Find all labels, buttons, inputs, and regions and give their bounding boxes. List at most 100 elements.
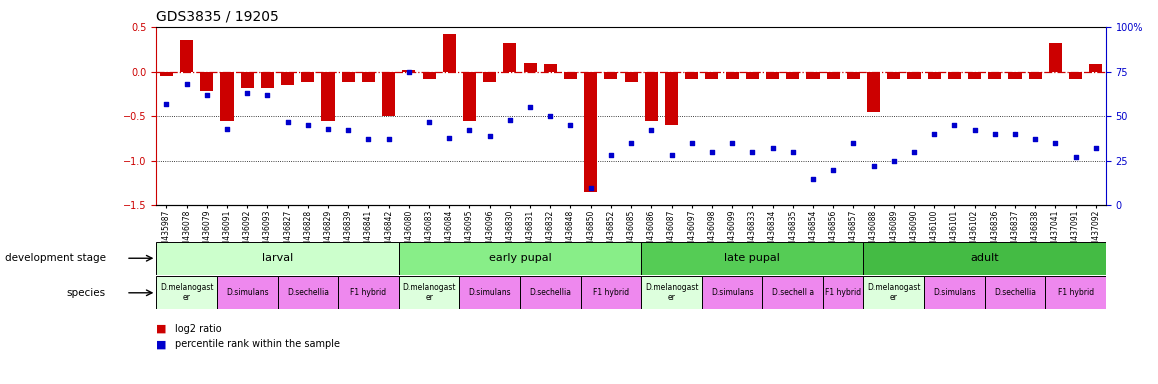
Point <box>481 133 499 139</box>
Bar <box>1090 65 1102 71</box>
Point <box>985 131 1004 137</box>
Point <box>460 127 478 134</box>
Point <box>440 134 459 141</box>
Bar <box>864 242 1106 275</box>
Text: log2 ratio: log2 ratio <box>175 324 221 334</box>
Bar <box>908 71 921 79</box>
Bar <box>200 71 213 91</box>
Point <box>359 136 378 142</box>
Text: F1 hybrid: F1 hybrid <box>351 288 387 297</box>
Bar <box>867 71 880 112</box>
Text: early pupal: early pupal <box>489 253 551 263</box>
Point <box>1067 154 1085 160</box>
Bar <box>580 276 642 309</box>
Bar <box>864 276 924 309</box>
Bar <box>924 276 984 309</box>
Bar <box>887 71 900 79</box>
Bar <box>846 71 860 79</box>
Point <box>541 113 559 119</box>
Bar <box>398 242 642 275</box>
Bar <box>928 71 940 79</box>
Bar <box>765 71 779 79</box>
Point <box>682 140 701 146</box>
Point <box>784 149 802 155</box>
Bar <box>827 71 840 79</box>
Point <box>925 131 944 137</box>
Text: D.simulans: D.simulans <box>711 288 754 297</box>
Point <box>581 185 600 191</box>
Point <box>622 140 640 146</box>
Bar <box>423 71 435 79</box>
Point <box>642 127 660 134</box>
Bar <box>746 71 758 79</box>
Point <box>864 163 882 169</box>
Bar <box>460 276 520 309</box>
Bar <box>702 276 762 309</box>
Bar <box>984 276 1046 309</box>
Bar <box>156 242 398 275</box>
Bar <box>1049 43 1062 71</box>
Bar <box>642 276 702 309</box>
Point <box>662 152 681 159</box>
Bar <box>604 71 617 79</box>
Text: D.sechellia: D.sechellia <box>994 288 1036 297</box>
Text: percentile rank within the sample: percentile rank within the sample <box>175 339 339 349</box>
Bar <box>726 71 739 79</box>
Point <box>500 117 519 123</box>
Bar <box>523 63 536 71</box>
Point <box>339 127 358 134</box>
Text: ■: ■ <box>156 324 170 334</box>
Bar <box>762 276 823 309</box>
Text: adult: adult <box>970 253 999 263</box>
Text: late pupal: late pupal <box>725 253 780 263</box>
Point <box>218 126 236 132</box>
Bar <box>160 71 173 76</box>
Text: D.sechell a: D.sechell a <box>771 288 814 297</box>
Bar <box>338 276 398 309</box>
Point <box>318 126 337 132</box>
Bar <box>342 71 354 82</box>
Point <box>1086 145 1105 151</box>
Text: D.melanogast
er: D.melanogast er <box>867 283 921 303</box>
Bar <box>520 276 580 309</box>
Point <box>258 92 277 98</box>
Bar <box>301 71 315 82</box>
Text: F1 hybrid: F1 hybrid <box>593 288 629 297</box>
Text: D.simulans: D.simulans <box>933 288 976 297</box>
Text: species: species <box>67 288 105 298</box>
Bar <box>217 276 278 309</box>
Point <box>723 140 741 146</box>
Point <box>703 149 721 155</box>
Bar <box>1028 71 1042 79</box>
Bar <box>665 71 679 125</box>
Point <box>1005 131 1024 137</box>
Text: D.simulans: D.simulans <box>226 288 269 297</box>
Bar <box>1069 71 1082 79</box>
Point <box>1026 136 1045 142</box>
Bar <box>584 71 598 192</box>
Point <box>299 122 317 128</box>
Text: D.sechellia: D.sechellia <box>287 288 329 297</box>
Bar <box>1009 71 1021 79</box>
Point <box>177 81 196 87</box>
Text: F1 hybrid: F1 hybrid <box>1057 288 1093 297</box>
Point <box>966 127 984 134</box>
Point <box>420 118 439 124</box>
Point <box>278 118 296 124</box>
Point <box>602 152 621 159</box>
Point <box>1046 140 1064 146</box>
Point <box>157 101 176 107</box>
Point <box>743 149 762 155</box>
Bar <box>220 71 234 121</box>
Text: D.sechellia: D.sechellia <box>529 288 571 297</box>
Bar <box>241 71 254 88</box>
Point <box>239 90 257 96</box>
Bar <box>806 71 820 79</box>
Bar <box>786 71 799 79</box>
Point <box>904 149 923 155</box>
Point <box>885 158 903 164</box>
Point <box>844 140 863 146</box>
Bar <box>463 71 476 121</box>
Bar <box>823 276 864 309</box>
Bar <box>504 43 516 71</box>
